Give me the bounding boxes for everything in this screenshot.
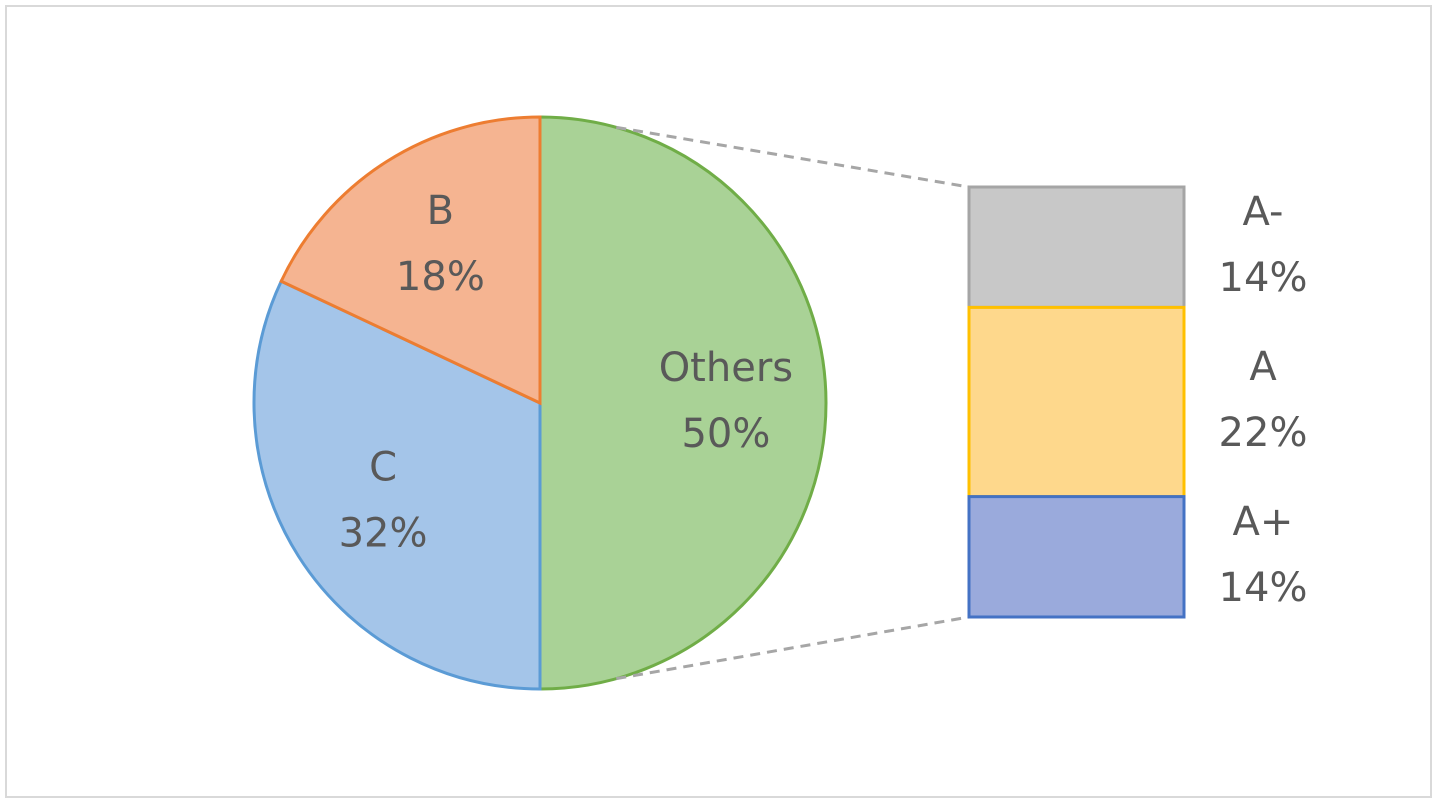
bar-segment xyxy=(967,305,1186,499)
segment-value-label: 14% xyxy=(1219,565,1308,611)
slice-value-label: 32% xyxy=(339,511,428,557)
bar-segment xyxy=(967,495,1186,619)
slice-label: Others xyxy=(659,345,793,391)
segment-value-label: 14% xyxy=(1219,255,1308,301)
segment-label: A- xyxy=(1243,189,1284,235)
slice-value-label: 18% xyxy=(396,254,485,300)
segment-label: A+ xyxy=(1233,499,1294,545)
segment-label: A xyxy=(1249,344,1277,390)
slice-label: B xyxy=(427,188,454,234)
segment-value-label: 22% xyxy=(1219,410,1308,456)
connector-line xyxy=(616,615,970,681)
pie-slice xyxy=(252,279,542,691)
bar-segment xyxy=(967,185,1186,309)
pie-slice xyxy=(538,115,828,691)
slice-label: C xyxy=(369,445,397,491)
slice-value-label: 50% xyxy=(681,411,770,457)
pie-slice xyxy=(279,115,542,406)
connector-line xyxy=(616,125,970,189)
